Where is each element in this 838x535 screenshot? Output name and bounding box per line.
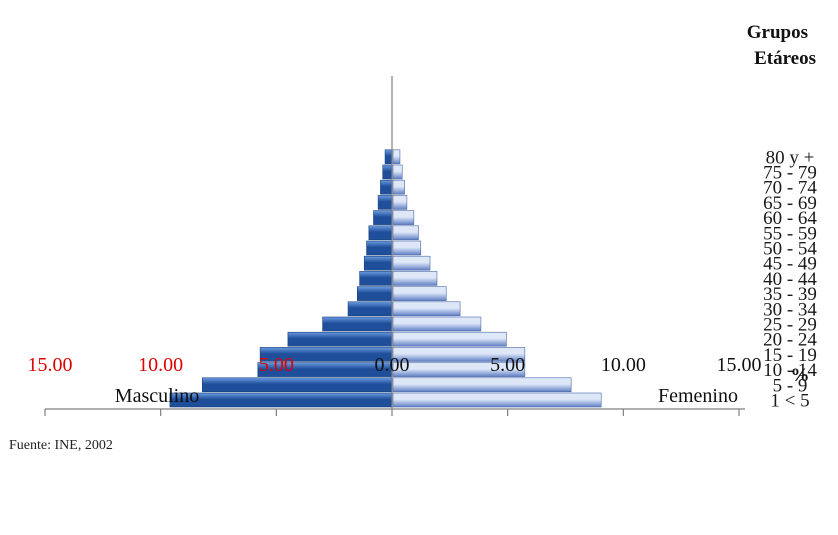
x-axis-ticks xyxy=(44,409,740,416)
male-bar-65-69 xyxy=(377,195,393,210)
female-bars xyxy=(392,149,602,408)
male-axis-label: Masculino xyxy=(115,385,199,407)
percent-unit-label: % xyxy=(791,365,810,386)
age-group-label: 5 - 9 xyxy=(773,375,808,396)
age-group-label: 70 - 74 xyxy=(763,178,817,199)
age-group-label: 1 < 5 xyxy=(770,391,809,412)
female-bar-70-74 xyxy=(392,179,405,195)
female-bar-80-y- xyxy=(392,149,401,165)
x-tick-label: 5.00 xyxy=(490,354,525,376)
male-bar-55-59 xyxy=(368,225,393,241)
female-bar-50-54 xyxy=(392,240,422,256)
female-bar-25-29 xyxy=(392,316,482,332)
male-bar-70-74 xyxy=(380,179,393,195)
female-bar-55-59 xyxy=(392,225,419,241)
x-tick-label: 5.00 xyxy=(259,354,294,376)
age-group-label: 15 - 19 xyxy=(763,345,817,366)
x-axis-tick-labels: 15.00 10.00 5.00 0.00 5.00 10.00 15.00 xyxy=(28,354,762,376)
age-group-label: 75 - 79 xyxy=(763,163,817,184)
female-bar-15-19 xyxy=(392,347,526,362)
male-bar-25-29 xyxy=(322,316,393,332)
female-bar-20-24 xyxy=(392,331,507,347)
male-bar-20-24 xyxy=(287,331,393,347)
male-bar-80-y- xyxy=(384,149,393,165)
x-tick-label: 0.00 xyxy=(375,354,410,376)
age-group-label: 60 - 64 xyxy=(763,208,817,229)
male-bar-5-9 xyxy=(202,377,393,393)
age-group-label: 25 - 29 xyxy=(763,315,817,336)
male-bar-75-79 xyxy=(382,164,393,180)
x-tick-label: 10.00 xyxy=(138,354,183,376)
female-bar-30-34 xyxy=(392,301,461,317)
female-bar-10-14 xyxy=(392,362,526,377)
male-bar-50-54 xyxy=(366,240,393,256)
female-bar-65-69 xyxy=(392,195,408,210)
age-group-label: 45 - 49 xyxy=(763,254,817,275)
female-bar-45-49 xyxy=(392,255,431,271)
age-group-label: 50 - 54 xyxy=(763,239,817,260)
age-group-label: 30 - 34 xyxy=(763,299,817,320)
female-bar-5-9 xyxy=(392,377,572,393)
age-group-label: 10 - 14 xyxy=(763,360,817,381)
age-group-label: 65 - 69 xyxy=(763,193,817,214)
male-bar-35-39 xyxy=(356,286,393,301)
x-tick-label: 10.00 xyxy=(601,354,646,376)
female-bar-75-79 xyxy=(392,164,403,180)
male-bar-45-49 xyxy=(363,255,393,271)
male-bar-1-5 xyxy=(169,392,393,408)
male-bar-60-64 xyxy=(373,210,393,225)
age-group-label: 40 - 44 xyxy=(763,269,817,290)
legend-title-line1: Grupos xyxy=(747,22,808,43)
age-group-label: 80 y + xyxy=(766,147,815,168)
female-bar-35-39 xyxy=(392,286,447,301)
x-tick-label: 15.00 xyxy=(28,354,73,376)
female-bar-60-64 xyxy=(392,210,415,225)
source-note: Fuente: INE, 2002 xyxy=(9,438,113,453)
age-group-label: 20 - 24 xyxy=(763,330,817,351)
age-group-label: 35 - 39 xyxy=(763,284,817,305)
female-axis-label: Femenino xyxy=(658,385,738,407)
male-bar-40-44 xyxy=(359,271,393,286)
x-tick-label: 15.00 xyxy=(717,354,762,376)
female-bar-40-44 xyxy=(392,271,438,286)
male-bar-30-34 xyxy=(347,301,393,317)
female-bar-1-5 xyxy=(392,392,602,408)
age-group-label: 55 - 59 xyxy=(763,223,817,244)
legend-title-line2: Etáreos xyxy=(754,48,816,69)
